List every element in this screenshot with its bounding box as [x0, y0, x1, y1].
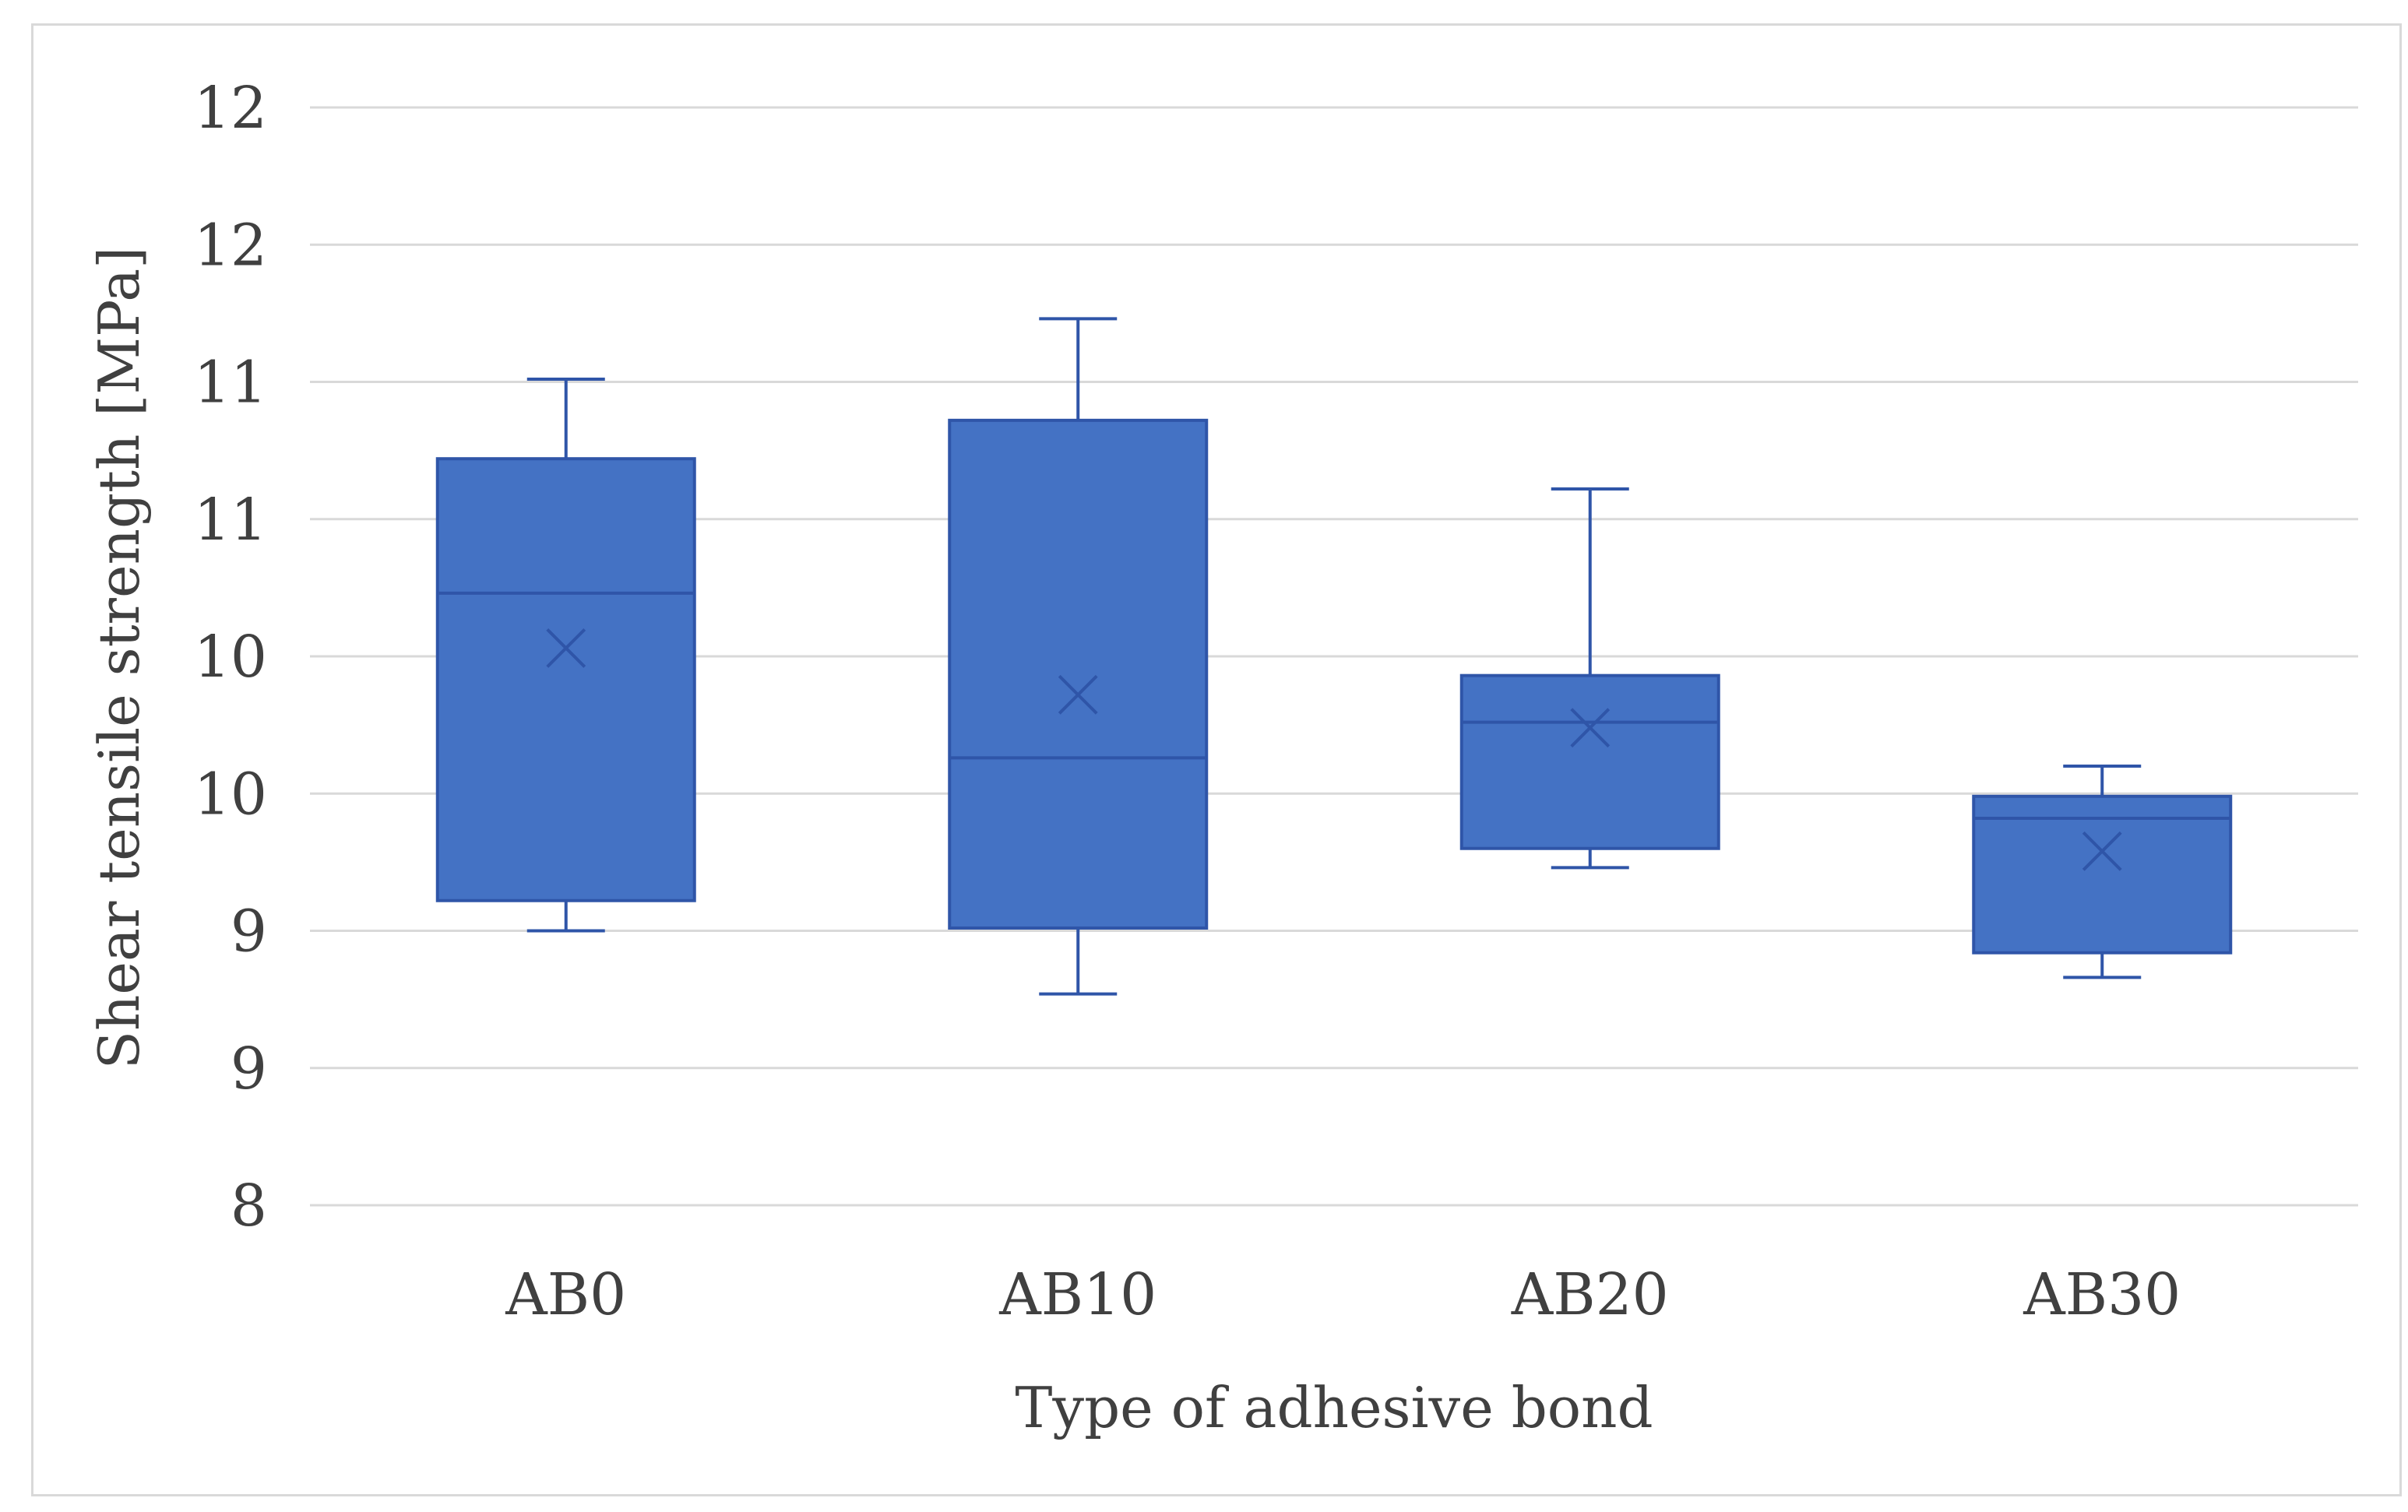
box-ab0 — [435, 377, 696, 933]
y-tick-label: 11 — [194, 487, 267, 554]
y-tick-label: 12 — [194, 212, 267, 279]
mean-marker-stroke-b — [1570, 708, 1611, 748]
iqr-box — [435, 457, 696, 902]
mean-marker-stroke-b — [2082, 831, 2122, 871]
x-category-label: AB10 — [998, 1261, 1156, 1328]
y-tick-label: 11 — [194, 350, 267, 417]
iqr-box — [948, 418, 1209, 930]
x-axis-title: Type of adhesive bond — [1015, 1375, 1653, 1440]
y-tick-label: 8 — [231, 1173, 267, 1239]
y-tick-label: 10 — [194, 761, 267, 828]
y-tick-label: 12 — [194, 75, 267, 142]
chart-frame: 8 9 9 10 10 11 11 12 12 AB0 AB10 AB20 AB30 Shear te… — [31, 23, 2402, 1496]
y-tick-label: 9 — [231, 1036, 267, 1102]
x-category-label: AB0 — [505, 1261, 626, 1328]
box-ab30 — [1972, 765, 2233, 979]
iqr-box — [1972, 794, 2233, 955]
y-axis-title: Shear tensile strength [MPa] — [86, 247, 152, 1070]
box-ab20 — [1459, 487, 1720, 870]
box-series — [435, 317, 2233, 996]
y-axis-tick-labels: 8 9 9 10 10 11 11 12 12 — [194, 75, 267, 1239]
box-ab10 — [948, 317, 1209, 996]
x-category-label: AB30 — [2023, 1261, 2181, 1328]
x-axis-category-labels: AB0 AB10 AB20 AB30 — [505, 1261, 2181, 1328]
mean-marker-stroke-b — [1058, 674, 1098, 715]
box-plot-chart: 8 9 9 10 10 11 11 12 12 AB0 AB10 AB20 AB30 Shear te… — [86, 75, 2358, 1440]
y-tick-label: 9 — [231, 898, 267, 965]
x-category-label: AB20 — [1511, 1261, 1669, 1328]
y-tick-label: 10 — [194, 624, 267, 691]
iqr-box — [1459, 673, 1720, 850]
mean-marker-stroke-b — [546, 628, 586, 668]
